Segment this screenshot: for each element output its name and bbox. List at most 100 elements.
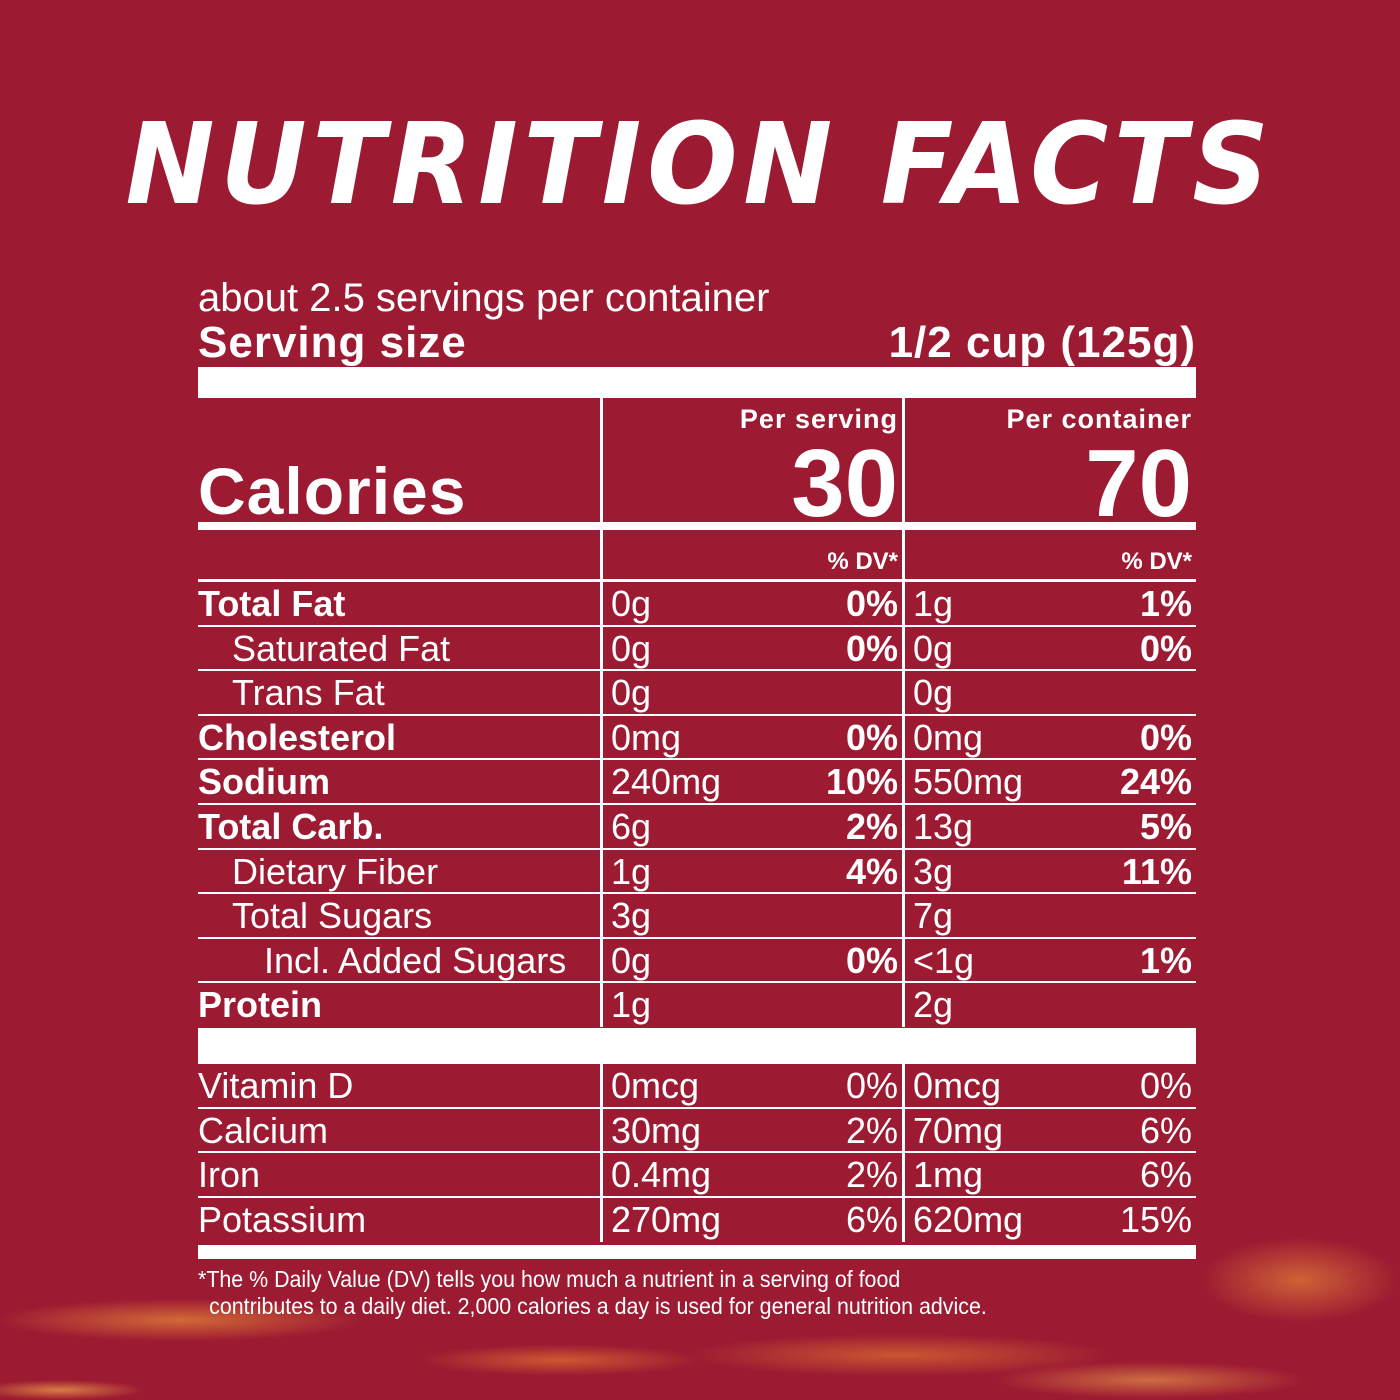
footnote: *The % Daily Value (DV) tells you how mu… [198, 1266, 987, 1320]
dv-per-serving: 0% [845, 1065, 898, 1106]
nutrient-name: Cholesterol [198, 716, 397, 758]
nutrient-row: Total Fat 0g 0% 1g 1% [198, 582, 1196, 627]
per-container-label: Per container [1006, 404, 1192, 434]
amount-per-serving: 3g [600, 894, 750, 939]
dv-per-serving: 2% [845, 1154, 898, 1196]
amount-per-serving: 1g [600, 983, 750, 1028]
dv-per-serving: 2% [845, 805, 898, 847]
amount-per-serving: 0mcg [600, 1064, 750, 1108]
nutrient-name: Total Fat [198, 583, 346, 624]
vitamin-row: Iron 0.4mg 2% 1mg 6% [198, 1153, 1196, 1198]
nutrient-row: Incl. Added Sugars 0g 0% <1g 1% [198, 938, 1196, 984]
nutrient-name: Incl. Added Sugars [264, 939, 567, 981]
nutrient-row: Sodium 240mg 10% 550mg 24% [198, 760, 1196, 805]
amount-per-serving: 0g [600, 582, 750, 626]
nutrient-name: Trans Fat [232, 672, 385, 714]
serving-size-label: Serving size [198, 318, 467, 367]
dv-per-serving: 0% [845, 939, 898, 981]
nutrient-row: Total Carb. 6g 2% 13g 5% [198, 804, 1196, 850]
dv-per-container: 24% [1119, 761, 1192, 803]
thick-divider [198, 367, 1196, 398]
dv-header-row: % DV* % DV* [198, 530, 1196, 582]
nutrient-name: Sodium [198, 761, 330, 803]
nutrient-name: Saturated Fat [232, 627, 451, 669]
nutrient-row: Protein 1g 2g [198, 983, 1196, 1028]
dv-per-serving: 0% [845, 627, 898, 669]
amount-per-container: 13g [902, 804, 1044, 849]
amount-per-container: 1mg [902, 1153, 1044, 1198]
vitamin-table: Vitamin D 0mcg 0% 0mcg 0% Calcium 30mg 2% 70mg 6%… [198, 1064, 1196, 1242]
calories-label: Calories [198, 454, 467, 528]
amount-per-container: 7g [902, 894, 1044, 939]
amount-per-container: 0mcg [902, 1064, 1044, 1108]
nutrient-name: Total Carb. [198, 805, 384, 847]
dv-per-container [1044, 671, 1196, 715]
dv-per-container: 0% [1139, 716, 1192, 758]
page-title: NUTRITION FACTS [125, 100, 1275, 230]
dv-per-serving: 0% [845, 583, 898, 624]
nutrient-name: Protein [198, 984, 323, 1026]
amount-per-container: 3g [902, 849, 1044, 894]
amount-per-container: <1g [902, 938, 1044, 983]
dv-per-container: 0% [1139, 627, 1192, 669]
amount-per-serving: 0g [600, 626, 750, 671]
nutrient-row: Total Sugars 3g 7g [198, 894, 1196, 939]
dv-per-serving [750, 983, 902, 1027]
calories-per-serving: 30 [791, 430, 898, 537]
amount-per-serving: 6g [600, 804, 750, 849]
nutrient-row: Cholesterol 0mg 0% 0mg 0% [198, 715, 1196, 761]
vitamin-row: Vitamin D 0mcg 0% 0mcg 0% [198, 1064, 1196, 1109]
dv-per-container: 6% [1139, 1109, 1192, 1151]
calories-block: Calories Per serving 30 Per container 70 [198, 398, 1196, 532]
dv-per-container: 1% [1139, 583, 1192, 624]
dv-per-container [1044, 983, 1196, 1027]
amount-per-serving: 0.4mg [600, 1153, 750, 1198]
dv-per-container: 5% [1139, 805, 1192, 847]
dv-per-serving [750, 671, 902, 715]
nutrient-row: Dietary Fiber 1g 4% 3g 11% [198, 849, 1196, 895]
dv-per-serving: 10% [825, 761, 898, 803]
nutrient-row: Saturated Fat 0g 0% 0g 0% [198, 626, 1196, 672]
amount-per-container: 620mg [902, 1197, 1044, 1242]
amount-per-container: 2g [902, 983, 1044, 1028]
dv-per-container [1044, 894, 1196, 938]
nutrient-name: Iron [198, 1154, 261, 1196]
vitamin-row: Calcium 30mg 2% 70mg 6% [198, 1108, 1196, 1154]
dv-header-container: % DV* [902, 530, 1196, 579]
dv-header-serving: % DV* [600, 530, 902, 579]
amount-per-serving: 30mg [600, 1108, 750, 1153]
amount-per-container: 0mg [902, 715, 1044, 760]
dv-per-serving: 4% [845, 850, 898, 892]
amount-per-serving: 1g [600, 849, 750, 894]
amount-per-container: 0g [902, 626, 1044, 671]
amount-per-container: 550mg [902, 760, 1044, 805]
dv-per-container: 0% [1139, 1065, 1192, 1106]
amount-per-serving: 240mg [600, 760, 750, 805]
nutrient-row: Trans Fat 0g 0g [198, 671, 1196, 716]
nutrient-name: Dietary Fiber [232, 850, 439, 892]
dv-per-container: 6% [1139, 1154, 1192, 1196]
serving-size-row: Serving size 1/2 cup (125g) [198, 318, 1196, 368]
amount-per-container: 70mg [902, 1108, 1044, 1153]
calories-per-container: 70 [1085, 430, 1192, 537]
amount-per-serving: 270mg [600, 1197, 750, 1242]
bottom-divider [198, 1245, 1196, 1259]
amount-per-serving: 0g [600, 938, 750, 983]
servings-per-container: about 2.5 servings per container [198, 276, 770, 320]
amount-per-serving: 0mg [600, 715, 750, 760]
nutrient-name: Vitamin D [198, 1065, 354, 1106]
calories-divider [198, 522, 1196, 530]
footnote-line: *The % Daily Value (DV) tells you how mu… [198, 1266, 901, 1292]
dv-per-serving [750, 894, 902, 938]
nutrient-name: Potassium [198, 1198, 367, 1240]
nutrient-table: Total Fat 0g 0% 1g 1% Saturated Fat 0g 0% 0g 0% Tr… [198, 582, 1196, 1028]
footnote-line: contributes to a daily diet. 2,000 calor… [209, 1293, 987, 1319]
thick-divider-vitamins [198, 1028, 1196, 1064]
nutrient-name: Calcium [198, 1109, 329, 1151]
amount-per-container: 1g [902, 582, 1044, 626]
dv-per-serving: 6% [845, 1198, 898, 1240]
dv-per-container: 15% [1119, 1198, 1192, 1240]
per-serving-label: Per serving [739, 404, 898, 434]
dv-per-serving: 2% [845, 1109, 898, 1151]
amount-per-container: 0g [902, 671, 1044, 716]
